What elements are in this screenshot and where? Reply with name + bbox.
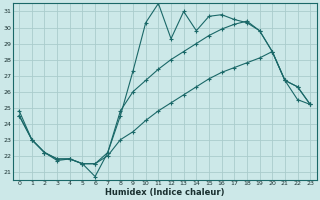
X-axis label: Humidex (Indice chaleur): Humidex (Indice chaleur) — [105, 188, 224, 197]
